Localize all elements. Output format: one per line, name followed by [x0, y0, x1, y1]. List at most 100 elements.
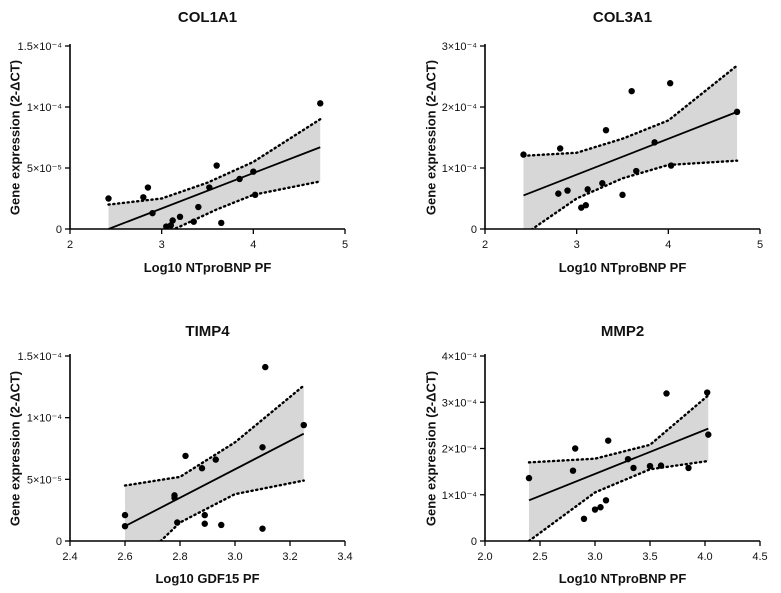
ci-upper-line [527, 394, 710, 464]
data-point [144, 184, 152, 191]
confidence-band [529, 395, 709, 541]
x-tick-label: 2.4 [62, 551, 77, 563]
data-point [174, 519, 181, 526]
data-point [182, 452, 189, 460]
data-point [176, 213, 184, 220]
plot-area [525, 389, 712, 541]
x-tick-label: 3.4 [337, 551, 352, 563]
data-point [169, 217, 176, 224]
y-tick-label: 5×10⁻⁵ [27, 163, 62, 175]
data-point [597, 504, 604, 511]
y-tick-label: 2×10⁻⁴ [442, 444, 478, 456]
plot-area [520, 64, 741, 229]
y-tick-label: 1×10⁻⁴ [27, 413, 63, 425]
y-tick-label: 0 [56, 536, 62, 548]
data-point [105, 195, 112, 202]
y-tick-label: 5×10⁻⁵ [27, 474, 62, 486]
y-axis-label: Gene expression (2-ΔCT) [423, 60, 438, 215]
chart-title: COL1A1 [178, 9, 237, 26]
data-point [572, 445, 579, 452]
x-tick-label: 4.5 [752, 551, 767, 563]
x-axis-label: Log10 NTproBNP PF [559, 571, 687, 586]
data-point [569, 467, 577, 474]
data-point [525, 474, 533, 482]
y-tick-label: 1×10⁻⁴ [442, 163, 478, 175]
data-point [619, 191, 626, 199]
data-point [628, 87, 635, 95]
y-axis-label: Gene expression (2-ΔCT) [7, 60, 22, 215]
y-tick-label: 1.5×10⁻⁴ [18, 351, 63, 363]
y-tick-label: 0 [471, 536, 477, 548]
regression-line [528, 427, 709, 502]
data-point [633, 167, 640, 175]
x-axis-label: Log10 GDF15 PF [155, 571, 259, 586]
data-point [624, 455, 632, 463]
data-point [140, 194, 147, 201]
data-point [317, 100, 324, 107]
x-tick-label: 4 [250, 239, 256, 251]
data-point [259, 525, 266, 532]
y-tick-label: 3×10⁻⁴ [442, 397, 478, 409]
y-tick-label: 1×10⁻⁴ [27, 102, 63, 114]
x-axis-label: Log10 NTproBNP PF [559, 260, 687, 275]
data-point [167, 222, 175, 229]
data-point [198, 465, 206, 472]
data-point [171, 494, 178, 502]
x-tick-label: 2 [67, 239, 73, 251]
x-tick-label: 2.6 [117, 551, 132, 563]
data-point [733, 108, 741, 116]
ci-lower-line [530, 159, 739, 229]
data-point [704, 389, 711, 396]
data-point [300, 421, 307, 429]
y-tick-label: 0 [56, 224, 62, 236]
x-axis-label: Log10 NTproBNP PF [144, 260, 272, 275]
data-point [666, 80, 674, 87]
data-point [195, 203, 202, 211]
ci-lower-line [170, 180, 322, 229]
y-tick-label: 1×10⁻⁴ [442, 490, 478, 502]
data-point [602, 126, 610, 134]
data-point [564, 187, 571, 194]
plot-area [121, 363, 307, 541]
data-point [591, 506, 599, 513]
chart-title: COL3A1 [593, 9, 652, 26]
data-point [667, 162, 675, 169]
data-point [262, 363, 269, 371]
data-point [663, 390, 670, 397]
regression-line [523, 111, 738, 197]
chart-mmp2: 2.0 2.5 3.0 3.5 4.0 4.5 0 1×10⁻⁴ 2×10⁻⁴ 3×10⁻⁴ 4×1… [423, 323, 767, 586]
confidence-band [125, 385, 304, 541]
data-point [705, 431, 712, 438]
chart-title: TIMP4 [185, 323, 230, 340]
x-tick-label: 4 [665, 239, 671, 251]
y-axis-label: Gene expression (2-ΔCT) [7, 371, 22, 526]
x-tick-label: 3 [574, 239, 580, 251]
data-point [190, 218, 197, 225]
x-tick-label: 3.0 [227, 551, 242, 563]
data-point [218, 219, 225, 227]
data-point [213, 162, 220, 169]
data-point [555, 190, 562, 197]
data-point [580, 515, 588, 522]
y-tick-label: 1.5×10⁻⁴ [18, 41, 63, 53]
data-point [121, 523, 129, 530]
data-point [520, 151, 527, 158]
data-point [605, 437, 612, 444]
data-point [630, 464, 637, 472]
data-point [584, 186, 591, 193]
x-tick-label: 3.0 [587, 551, 602, 563]
ci-lower-line [527, 459, 710, 541]
data-point [646, 462, 654, 470]
regression-line [124, 432, 305, 527]
x-tick-label: 3 [159, 239, 165, 251]
confidence-band [523, 65, 738, 229]
data-point [236, 175, 243, 183]
data-point [556, 145, 564, 152]
ci-upper-line [107, 118, 322, 206]
confidence-band [108, 119, 321, 229]
y-tick-label: 0 [471, 224, 477, 236]
data-point [651, 139, 658, 146]
x-tick-label: 2.0 [477, 551, 492, 563]
x-tick-label: 2.8 [172, 551, 187, 563]
